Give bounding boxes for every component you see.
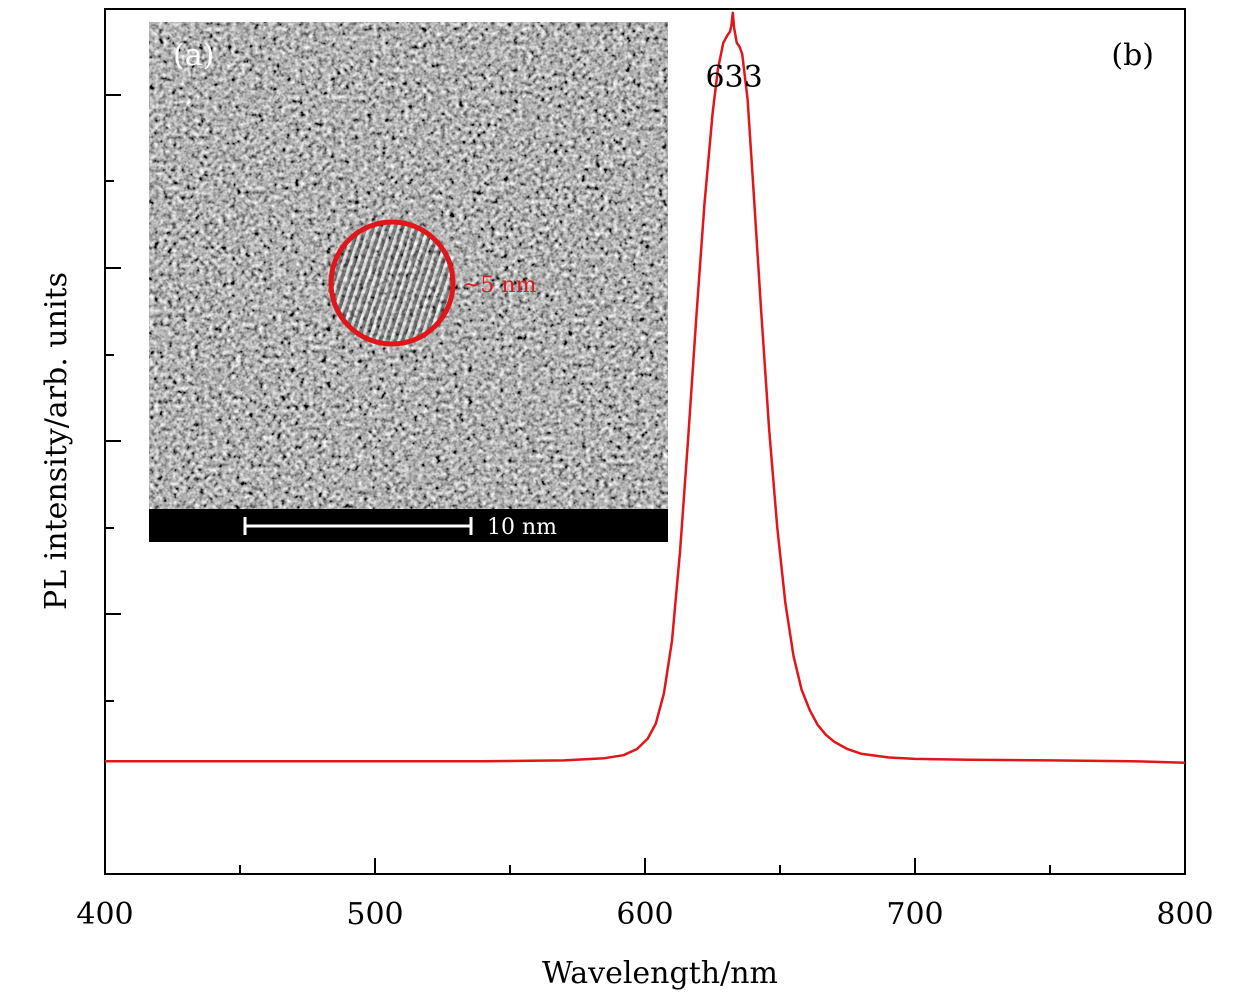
x-tick-label-700: 700: [886, 897, 943, 932]
x-tick-label-500: 500: [346, 897, 403, 932]
lattice-fringes: [331, 222, 453, 344]
x-axis-ticks: [104, 858, 1186, 874]
x-tick-label-600: 600: [616, 897, 673, 932]
x-tick-label-800: 800: [1156, 897, 1213, 932]
x-axis-tick-labels: 400 500 600 700 800: [76, 897, 1213, 932]
nanocrystal-circle: [328, 219, 456, 347]
x-axis-title: Wavelength/nm: [542, 956, 778, 991]
panel-label-a: (a): [173, 38, 214, 73]
y-axis-title: PL intensity/arb. units: [39, 272, 74, 610]
tem-inset: ~5 nm (a) 10 nm: [149, 22, 668, 542]
series-line-pl-spectrum: [105, 11, 1186, 764]
y-axis-ticks: [105, 94, 121, 702]
circle-size-label: ~5 nm: [462, 273, 537, 298]
x-tick-label-400: 400: [76, 897, 133, 932]
scale-bar: [243, 517, 473, 535]
scale-bar-label: 10 nm: [487, 515, 557, 540]
panel-label-b: (b): [1111, 38, 1154, 73]
peak-annotation-633: 633: [705, 60, 762, 95]
